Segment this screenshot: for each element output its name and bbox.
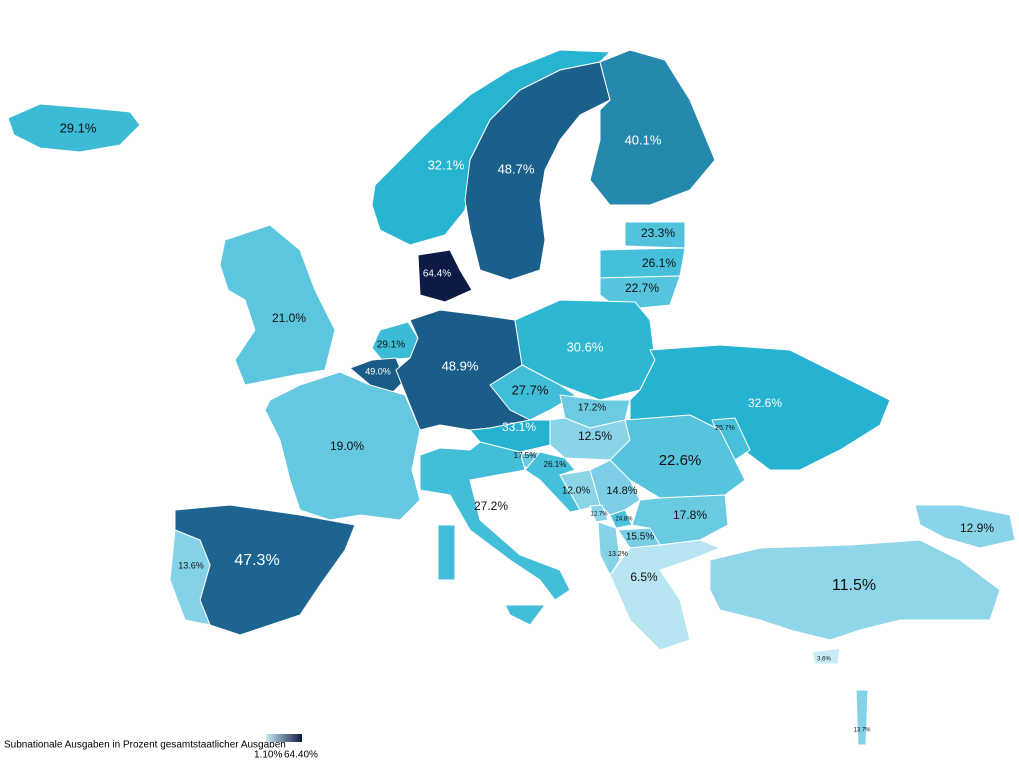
- region-label: 49.0%: [365, 366, 391, 376]
- region-label: 12.9%: [960, 521, 994, 535]
- region: [437, 524, 456, 581]
- region: [264, 371, 421, 521]
- region-label: 32.1%: [428, 157, 465, 172]
- legend-title: Subnationale Ausgaben in Prozent gesamts…: [4, 740, 286, 751]
- region: [811, 647, 841, 665]
- region-label: 17.5%: [514, 451, 537, 460]
- region-label: 27.2%: [474, 499, 508, 513]
- region: [169, 529, 211, 626]
- region-label: 25.7%: [715, 425, 735, 432]
- region-label: 22.7%: [625, 281, 659, 295]
- region: [589, 49, 716, 206]
- region-label: 23.3%: [641, 226, 675, 240]
- region-label: 29.1%: [377, 340, 405, 351]
- region-label: 22.6%: [659, 452, 702, 469]
- region-label: 6.5%: [630, 570, 658, 584]
- region-label: 48.9%: [442, 358, 479, 373]
- region: [709, 539, 1001, 641]
- region: [464, 61, 611, 281]
- region-label: 12.5%: [578, 429, 612, 443]
- region-label: 26.1%: [642, 256, 676, 270]
- region-label: 26.1%: [544, 460, 567, 469]
- region-label: 12.0%: [562, 486, 590, 497]
- region: [417, 249, 473, 303]
- region: [419, 441, 571, 601]
- region: [219, 224, 336, 386]
- region-label: 21.0%: [272, 311, 306, 325]
- region-label: 47.3%: [234, 552, 279, 569]
- region: [855, 689, 869, 746]
- region-label: 27.7%: [512, 382, 549, 397]
- region-label: 48.7%: [498, 161, 535, 176]
- region-label: 19.0%: [330, 439, 364, 453]
- region-label: 13.2%: [608, 551, 628, 558]
- region: [589, 504, 609, 523]
- region: [7, 103, 141, 153]
- region-label: 40.1%: [625, 132, 662, 147]
- region: [609, 539, 722, 651]
- region: [504, 604, 546, 626]
- legend-gradient: [266, 734, 302, 742]
- region-label: 14.8%: [606, 485, 637, 497]
- region-label: 17.2%: [578, 403, 606, 414]
- region-label: 13.7%: [853, 728, 871, 734]
- legend-max: 64.40%: [284, 750, 318, 761]
- region-label: 15.5%: [626, 532, 654, 543]
- region-label: 24.8%: [615, 517, 633, 523]
- region-label: 17.8%: [673, 508, 707, 522]
- region-label: 29.1%: [60, 120, 97, 135]
- region-label: 11.5%: [832, 577, 876, 594]
- region-label: 3.6%: [817, 657, 831, 663]
- region-label: 32.6%: [748, 396, 782, 410]
- region-label: 13.6%: [178, 560, 204, 570]
- legend-min: 1.10%: [254, 750, 282, 761]
- region-label: 30.6%: [567, 339, 604, 354]
- region-label: 33.1%: [502, 420, 536, 434]
- region-label: 12.7%: [590, 512, 608, 518]
- region: [914, 504, 1016, 549]
- region-label: 64.4%: [423, 269, 451, 280]
